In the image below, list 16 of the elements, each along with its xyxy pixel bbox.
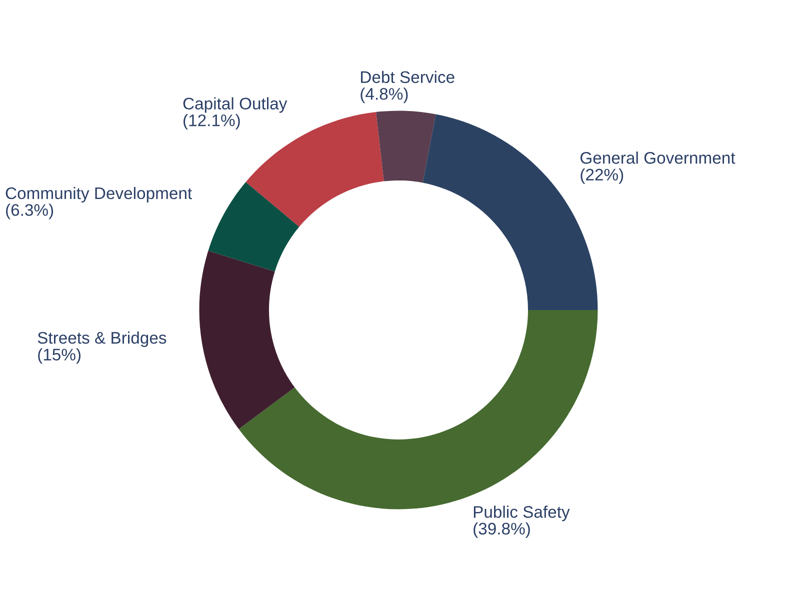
slice-label: Community Development [6,186,192,202]
slice-label: Debt Service [361,70,454,84]
data-label: (15%) [38,348,80,364]
slice-label: General Government [580,152,736,164]
donut-slice [199,250,295,430]
donut-slice [208,182,300,272]
data-label: (4.8%) [360,88,408,104]
data-label: (39.8%) [474,522,530,538]
slice-label: Public Safety [474,506,570,522]
donut-slice [246,112,384,227]
data-label: (6.3%) [6,204,54,220]
slice-label: Capital Outlay [183,97,288,113]
donut-slice [376,110,436,183]
data-label: (12.1%) [184,114,240,130]
slice-label: Streets & Bridges [38,332,166,348]
data-label: (22%) [580,168,624,184]
